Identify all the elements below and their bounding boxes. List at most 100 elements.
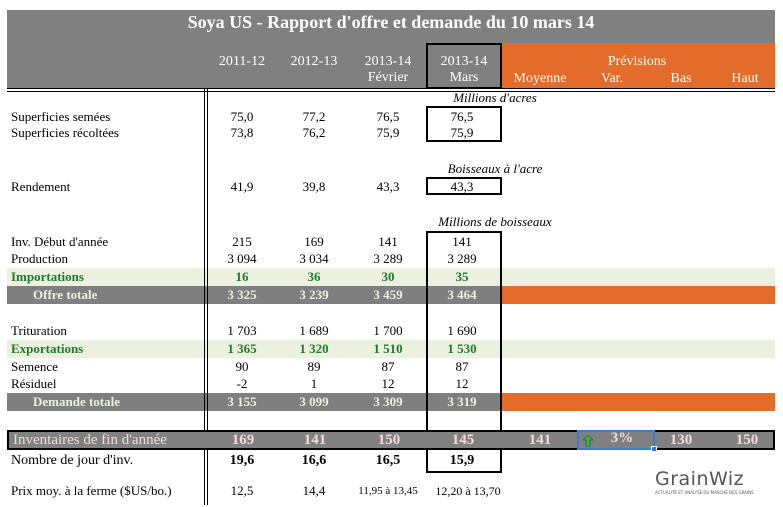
row-value: -2	[236, 376, 248, 391]
col-2012-13: 2012-13	[290, 54, 338, 69]
ending-stocks-value: 141	[303, 432, 327, 448]
row-value: 30	[381, 269, 395, 284]
row-label: Demande totale	[33, 394, 121, 409]
mars-acres-box	[426, 106, 502, 142]
forecast-cell	[502, 286, 775, 304]
row-label: Superficies récoltées	[11, 125, 119, 140]
fill-handle[interactable]	[651, 446, 657, 452]
row-value: 76,5	[450, 109, 474, 124]
label-divider	[204, 88, 208, 505]
col-bas: Bas	[670, 71, 692, 86]
row-value: 77,2	[302, 109, 326, 124]
row-value: 35	[455, 269, 469, 284]
row-value: 169	[304, 234, 324, 249]
col-2011-12: 2011-12	[218, 54, 266, 69]
table-row: Inv. Début d'année 215 169 141 141	[7, 233, 775, 251]
ending-stocks-value: 145	[451, 432, 475, 448]
col-moyenne: Moyenne	[513, 71, 567, 86]
arrow-up-icon	[583, 435, 593, 447]
row-label: Offre totale	[33, 287, 98, 302]
row-value: 75,9	[450, 125, 474, 140]
table-row: Importations 16 36 30 35	[7, 268, 775, 286]
var-cell-selected[interactable]: 3%	[577, 430, 657, 452]
row-label: Semence	[11, 359, 58, 374]
price-value: 12,20 à 13,70	[435, 484, 501, 498]
ending-stocks-var: 3%	[610, 430, 634, 446]
row-value: 41,9	[230, 179, 254, 194]
row-value: 3 239	[299, 287, 329, 302]
col-mar-label: Mars	[449, 70, 479, 85]
row-value: 1 320	[299, 341, 329, 356]
days-value: 19,6	[229, 453, 255, 468]
row-value: 3 289	[447, 251, 477, 266]
table-row: Semence 90 89 87 87	[7, 358, 775, 376]
row-value: 3 289	[373, 251, 403, 266]
row-value: 76,5	[376, 109, 400, 124]
row-value: 141	[378, 234, 398, 249]
days-value: 16,6	[301, 453, 327, 468]
col-2013-14-mar: 2013-14	[440, 54, 488, 69]
row-value: 87	[455, 359, 469, 374]
row-value: 87	[381, 359, 395, 374]
col-haut: Haut	[731, 71, 759, 86]
report-title: Soya US - Rapport d'offre et demande du …	[187, 12, 595, 32]
unit-bushels: Millions de boisseaux	[438, 214, 552, 229]
unit-bpa: Boisseaux à l'acre	[447, 161, 543, 176]
row-value: 12	[381, 376, 395, 391]
table-row: Résiduel -2 1 12 12	[7, 375, 775, 393]
row-value: 12	[455, 376, 469, 391]
price-value: 12,5	[230, 483, 254, 498]
table-row: Demande totale 3 155 3 099 3 309 3 319	[7, 393, 775, 411]
ending-stocks-label: Inventaires de fin d'année	[13, 432, 167, 448]
ending-stocks-row: Inventaires de fin d'année 169 141 150 1…	[7, 430, 775, 452]
logo-text: GrainWiz	[655, 468, 745, 490]
row-value: 3 309	[373, 394, 403, 409]
forecast-cell	[502, 393, 775, 411]
row-label: Exportations	[11, 341, 84, 356]
price-row: Prix moy. à la ferme ($US/bo.) 12,5 14,4…	[7, 482, 775, 500]
days-row: Nombre de jour d'inv. 19,6 16,6 16,5 15,…	[7, 452, 775, 470]
row-value: 1 365	[227, 341, 257, 356]
ending-stocks-moyenne: 141	[528, 432, 552, 448]
price-value: 11,95 à 13,45	[358, 485, 418, 497]
row-value: 3 155	[227, 394, 257, 409]
forecast-header	[502, 43, 775, 88]
row-value: 43,3	[450, 179, 474, 194]
table-row: Exportations 1 365 1 320 1 510 1 530	[7, 340, 775, 358]
row-value: 3 319	[447, 394, 477, 409]
row-value: 1 703	[227, 323, 257, 338]
mars-bushels-box	[426, 231, 502, 473]
price-value: 14,4	[302, 483, 326, 498]
col-2013-14-feb: 2013-14	[364, 54, 412, 69]
table-row: Trituration 1 703 1 689 1 700 1 690	[7, 322, 775, 340]
row-value: 73,8	[230, 125, 254, 140]
row-label: Résiduel	[11, 376, 57, 391]
row-value: 1 689	[299, 323, 329, 338]
row-value: 76,2	[302, 125, 326, 140]
row-value: 75,0	[230, 109, 254, 124]
forecast-label: Prévisions	[607, 54, 667, 69]
days-value: 15,9	[449, 453, 475, 468]
days-label: Nombre de jour d'inv.	[11, 453, 134, 468]
row-value: 1	[310, 376, 318, 391]
row-value: 3 459	[373, 287, 403, 302]
table-row: Superficies récoltées 73,8 76,2 75,9 75,9	[7, 124, 775, 142]
unit-acres: Millions d'acres	[453, 90, 537, 105]
row-value: 75,9	[376, 125, 400, 140]
row-value: 1 510	[373, 341, 403, 356]
row-value: 3 034	[299, 251, 329, 266]
row-value: 141	[452, 234, 472, 249]
row-label: Superficies semées	[11, 109, 111, 124]
mars-yield-box	[426, 177, 502, 195]
row-value: 3 325	[227, 287, 257, 302]
row-value: 3 464	[447, 287, 477, 302]
row-value: 3 094	[227, 251, 257, 266]
days-value: 16,5	[375, 453, 401, 468]
logo-tagline: ACTUALITÉ ET ANALYSE DU MARCHÉ DES GRAIN…	[655, 490, 754, 495]
row-value: 1 700	[373, 323, 403, 338]
header-divider	[7, 88, 775, 92]
ending-stocks-value: 150	[377, 432, 401, 448]
row-label: Importations	[11, 269, 84, 284]
table-row: Production 3 094 3 034 3 289 3 289	[7, 250, 775, 268]
price-label: Prix moy. à la ferme ($US/bo.)	[11, 483, 172, 498]
